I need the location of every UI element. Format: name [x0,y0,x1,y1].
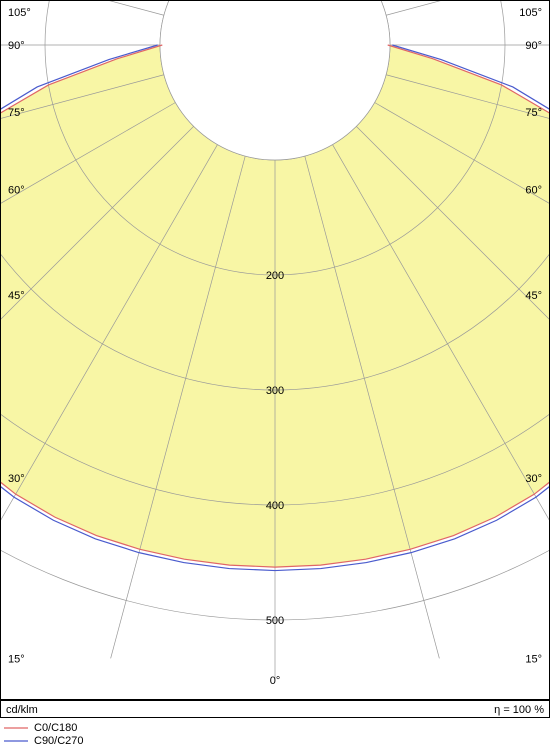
angle-label: 90° [8,40,25,52]
angle-label: 0° [270,675,281,687]
unit-label: cd/klm [6,704,38,716]
angle-label: 15° [525,653,542,665]
angle-label: 60° [8,184,25,196]
angle-label: 45° [525,290,542,302]
angle-label: 105° [519,7,542,19]
angle-label: 90° [525,40,542,52]
bottom-bar [1,701,550,718]
legend-label: C90/C270 [34,735,84,747]
angle-label: 60° [525,184,542,196]
radial-label: 400 [266,500,284,512]
angle-label: 30° [8,473,25,485]
radial-label: 500 [266,615,284,627]
angle-label: 15° [8,653,25,665]
angle-label: 30° [525,473,542,485]
efficiency-label: η = 100 % [494,704,544,716]
angle-label: 75° [525,107,542,119]
angle-label: 105° [8,7,31,19]
angle-label: 75° [8,107,25,119]
radial-label: 300 [266,385,284,397]
legend-label: C0/C180 [34,722,77,734]
radial-label: 200 [266,270,284,282]
angle-label: 45° [8,290,25,302]
